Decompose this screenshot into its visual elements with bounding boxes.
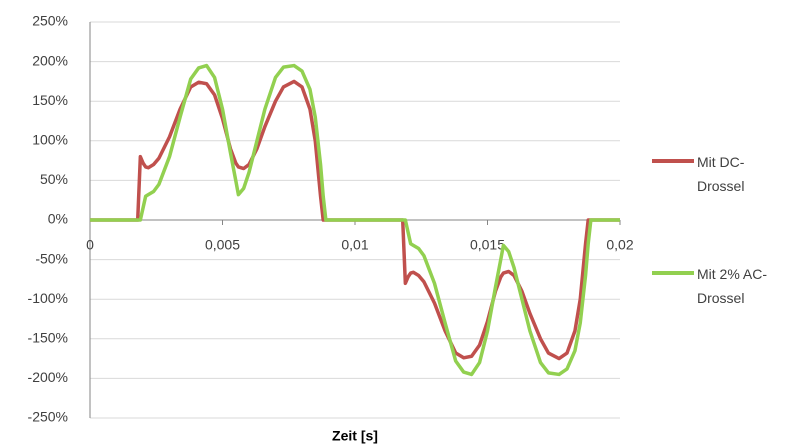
y-tick-label: -150% — [28, 330, 68, 346]
y-tick-label: -200% — [28, 369, 68, 385]
y-tick-label: -100% — [28, 290, 68, 306]
y-tick-label: 200% — [32, 52, 68, 68]
legend-label: Mit 2% AC-Drossel — [697, 266, 768, 306]
series-line — [90, 63, 620, 377]
x-tick-label: 0,005 — [205, 237, 240, 253]
legend-swatch — [652, 271, 694, 275]
y-tick-label: 100% — [32, 132, 68, 148]
x-tick-label: 0 — [86, 237, 94, 253]
legend-label: Mit DC-Drossel — [697, 154, 745, 194]
y-tick-label: -50% — [35, 250, 68, 266]
y-tick-label: 50% — [40, 171, 68, 187]
x-tick-label: 0,015 — [470, 237, 505, 253]
x-axis-title: Zeit [s] — [332, 428, 378, 444]
y-tick-label: 0% — [48, 211, 68, 227]
y-tick-label: -250% — [28, 409, 68, 425]
y-tick-label: 250% — [32, 13, 68, 29]
x-tick-label: 0,02 — [606, 237, 633, 253]
y-tick-label: 150% — [32, 92, 68, 108]
x-tick-label: 0,01 — [341, 237, 368, 253]
legend-swatch — [652, 159, 694, 163]
